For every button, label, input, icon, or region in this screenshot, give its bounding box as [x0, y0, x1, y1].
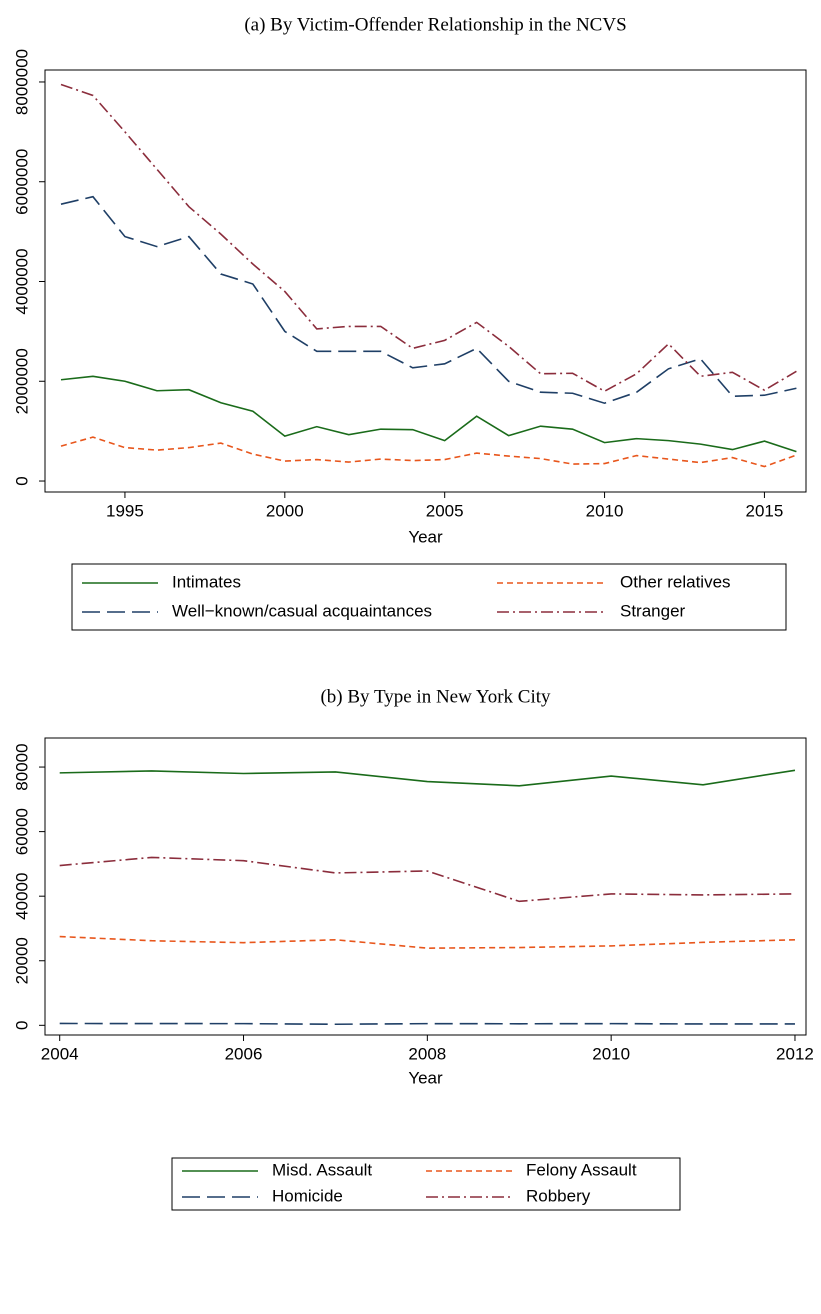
x-tick-label: 2015	[746, 501, 784, 520]
x-tick-label: 2012	[776, 1044, 814, 1063]
legend-label: Misd. Assault	[272, 1160, 372, 1179]
y-tick-label: 80000	[12, 743, 31, 790]
legend-label: Other relatives	[620, 572, 731, 591]
series-line	[60, 436, 797, 468]
legend-label: Intimates	[172, 572, 241, 591]
series-line	[59, 856, 795, 903]
legend-label: Well−known/casual acquaintances	[172, 601, 432, 620]
legend-label: Felony Assault	[526, 1160, 637, 1179]
series-line	[59, 1022, 795, 1026]
y-tick-label: 2000000	[12, 348, 31, 414]
legend-label: Stranger	[620, 601, 686, 620]
plot-frame	[44, 69, 807, 493]
legend-label: Homicide	[272, 1186, 343, 1205]
legend-box	[71, 563, 787, 631]
y-tick-label: 4000000	[12, 248, 31, 314]
series-line	[60, 83, 797, 393]
series-line	[60, 375, 797, 453]
x-tick-label: 2004	[41, 1044, 79, 1063]
plot-frame	[44, 737, 807, 1036]
legend-box	[171, 1157, 681, 1211]
legend-label: Robbery	[526, 1186, 591, 1205]
y-tick-label: 60000	[12, 808, 31, 855]
series-line	[59, 935, 795, 949]
y-tick-label: 40000	[12, 873, 31, 920]
x-tick-label: 2010	[592, 1044, 630, 1063]
series-line	[59, 769, 796, 787]
x-tick-label: 2005	[426, 501, 464, 520]
y-tick-label: 8000000	[12, 49, 31, 115]
y-tick-label: 20000	[12, 937, 31, 984]
x-tick-label: 2010	[586, 501, 624, 520]
y-tick-label: 0	[12, 1021, 31, 1030]
x-tick-label: 2008	[408, 1044, 446, 1063]
y-tick-label: 6000000	[12, 149, 31, 215]
x-tick-label: 2006	[225, 1044, 263, 1063]
chart-title: (a) By Victim-Offender Relationship in t…	[244, 14, 626, 35]
x-tick-label: 2000	[266, 501, 304, 520]
y-tick-label: 0	[12, 476, 31, 485]
series-line	[60, 195, 797, 405]
chart-title: (b) By Type in New York City	[320, 686, 551, 707]
x-axis-label: Year	[408, 527, 443, 546]
x-axis-label: Year	[408, 1068, 443, 1087]
x-tick-label: 1995	[106, 501, 144, 520]
